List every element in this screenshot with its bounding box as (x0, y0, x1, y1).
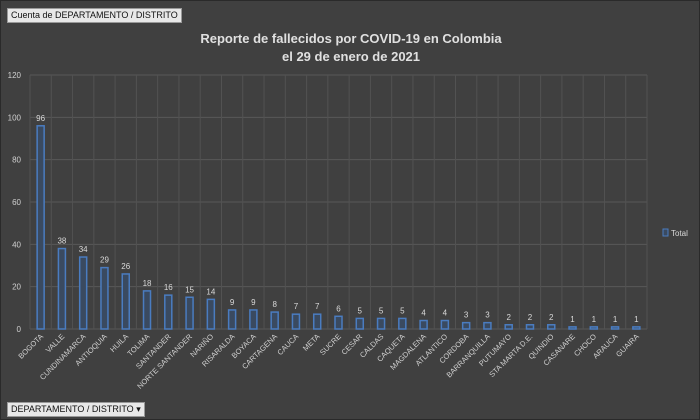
x-tick-label: SUCRE (318, 332, 343, 357)
data-label: 4 (421, 309, 426, 318)
bar[interactable] (334, 315, 343, 330)
data-label: 6 (336, 304, 341, 313)
bar[interactable] (525, 324, 535, 330)
bar[interactable] (78, 256, 88, 330)
bar[interactable] (589, 326, 599, 330)
bar[interactable] (440, 319, 450, 330)
data-label: 1 (634, 315, 639, 324)
bar[interactable] (461, 321, 471, 330)
dropdown-arrow-icon: ▾ (136, 404, 141, 414)
data-label: 38 (57, 237, 66, 246)
bar[interactable] (227, 309, 237, 330)
bar[interactable] (355, 317, 365, 330)
x-tick-label: CAUCA (275, 332, 300, 357)
data-label: 7 (294, 302, 299, 311)
bar[interactable] (376, 317, 386, 330)
data-label: 96 (36, 114, 45, 123)
bar[interactable] (547, 324, 556, 330)
data-label: 9 (230, 298, 235, 307)
legend-swatch (662, 228, 669, 237)
bar[interactable] (483, 321, 492, 330)
data-label: 29 (100, 256, 109, 265)
axis-field-button[interactable]: DEPARTAMENTO / DISTRITO ▾ (7, 402, 145, 417)
bar[interactable] (249, 309, 258, 330)
bar[interactable] (164, 294, 173, 330)
data-label: 7 (315, 302, 320, 311)
bar[interactable] (291, 313, 301, 330)
data-label: 5 (400, 306, 405, 315)
bar[interactable] (57, 247, 67, 330)
data-label: 1 (613, 315, 618, 324)
bar[interactable] (504, 324, 513, 330)
y-tick-label: 0 (17, 325, 22, 334)
bar[interactable] (206, 298, 216, 330)
y-tick-label: 80 (12, 156, 21, 165)
chart-subtitle: el 29 de enero de 2021 (282, 49, 420, 64)
bar[interactable] (312, 313, 322, 330)
bar[interactable] (100, 266, 109, 330)
y-tick-label: 40 (12, 240, 21, 249)
data-label: 5 (358, 306, 363, 315)
data-label: 2 (506, 313, 511, 322)
data-label: 2 (528, 313, 533, 322)
data-label: 14 (206, 287, 215, 296)
data-label: 9 (251, 298, 256, 307)
axis-field-label: DEPARTAMENTO / DISTRITO (11, 404, 134, 414)
y-tick-label: 120 (8, 71, 22, 80)
bar[interactable] (142, 290, 152, 330)
bar[interactable] (121, 273, 130, 330)
bar[interactable] (270, 311, 279, 330)
data-label: 18 (143, 279, 152, 288)
x-tick-label: BOGOTA (16, 332, 45, 361)
data-label: 1 (570, 315, 575, 324)
bar[interactable] (610, 326, 620, 330)
data-label: 34 (79, 245, 88, 254)
x-tick-label: GUAIRA (614, 332, 641, 359)
data-label: 4 (443, 309, 448, 318)
bar[interactable] (185, 296, 194, 330)
data-label: 5 (379, 306, 384, 315)
bar[interactable] (398, 317, 407, 330)
data-label: 1 (592, 315, 597, 324)
data-label: 3 (464, 311, 469, 320)
bar[interactable] (419, 319, 428, 330)
values-field-button[interactable]: Cuenta de DEPARTAMENTO / DISTRITO (7, 8, 182, 23)
bar[interactable] (632, 326, 641, 330)
data-label: 3 (485, 311, 490, 320)
bar[interactable] (36, 125, 45, 330)
bar[interactable] (568, 326, 577, 330)
chart-title: Reporte de fallecidos por COVID-19 en Co… (200, 31, 502, 46)
data-label: 16 (164, 283, 173, 292)
y-tick-label: 60 (12, 198, 21, 207)
y-tick-label: 100 (8, 113, 22, 122)
data-label: 15 (185, 285, 194, 294)
data-label: 2 (549, 313, 554, 322)
data-label: 8 (272, 300, 277, 309)
data-label: 26 (121, 262, 130, 271)
y-tick-label: 20 (12, 283, 21, 292)
legend-label: Total (671, 229, 688, 238)
